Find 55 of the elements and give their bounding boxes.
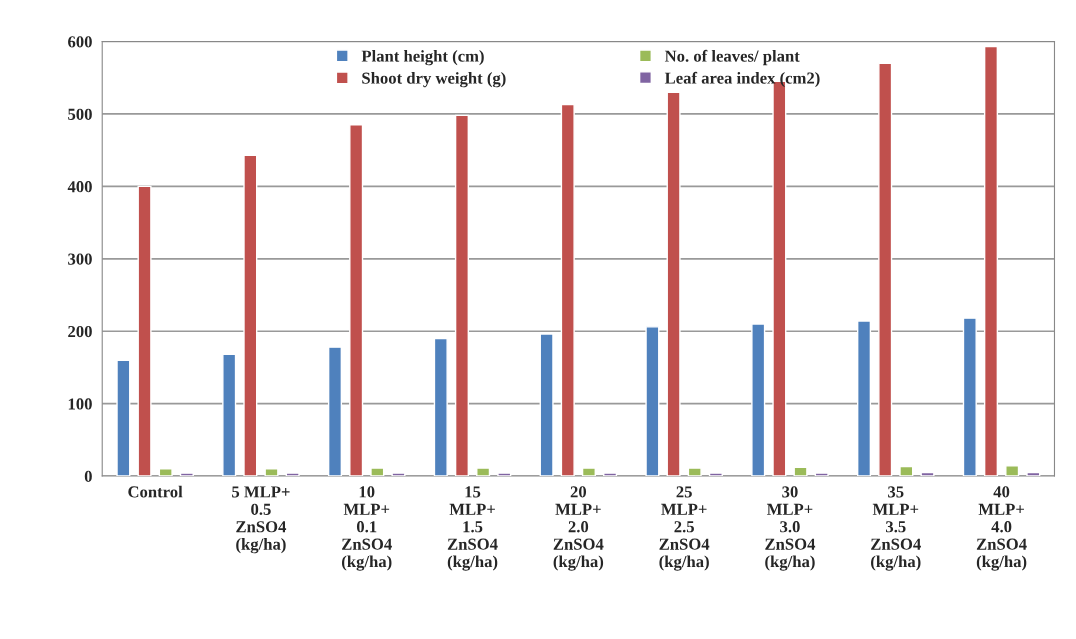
bar <box>983 45 999 477</box>
bar <box>1026 471 1041 477</box>
bar <box>179 472 194 477</box>
bar <box>920 471 935 477</box>
x-tick-label: Control <box>128 485 183 498</box>
legend-label: Shoot dry weight (g) <box>362 72 506 88</box>
y-tick-label: 0 <box>84 470 92 482</box>
bar <box>476 467 491 477</box>
bar <box>243 154 258 477</box>
bar <box>497 472 512 477</box>
x-tick-label: 30 MLP+ 3.0 ZnSO4 (kg/ha) <box>765 486 816 571</box>
bar <box>814 472 829 477</box>
bar <box>116 359 131 477</box>
bar <box>666 91 681 477</box>
bar <box>856 320 872 477</box>
bar <box>349 124 364 477</box>
bar <box>751 323 766 477</box>
legend-label: Plant height (cm) <box>361 50 484 66</box>
x-tick-label: 25 MLP+ 2.5 ZnSO4 (kg/ha) <box>659 486 710 571</box>
bar <box>560 103 575 477</box>
x-tick-label: 15 MLP+ 1.5 ZnSO4 (kg/ha) <box>447 486 498 571</box>
x-tick-label: 35 MLP+ 3.5 ZnSO4 (kg/ha) <box>871 486 921 571</box>
bar <box>137 185 152 477</box>
y-tick-label: 400 <box>67 181 92 193</box>
bar <box>433 337 448 477</box>
bar <box>370 467 385 477</box>
y-tick-label: 100 <box>68 398 92 410</box>
bar <box>264 468 279 477</box>
x-tick-label: 5 MLP+ 0.5 ZnSO4 (kg/ha) <box>232 486 290 554</box>
x-tick-label: 20 MLP+ 2.0 ZnSO4 (kg/ha) <box>553 486 604 571</box>
legend-label: No. of leaves/ plant <box>664 49 800 66</box>
y-tick-label: 300 <box>68 253 92 265</box>
bar <box>962 317 977 477</box>
bar <box>158 468 173 477</box>
bar <box>285 472 300 477</box>
y-tick-label: 600 <box>68 36 92 48</box>
bar <box>708 472 723 477</box>
bar <box>687 467 702 477</box>
bar <box>327 346 343 477</box>
bar <box>1005 465 1020 477</box>
legend-label: Leaf area index (cm2) <box>664 71 820 88</box>
x-tick-label: 40 MLP+ 4.0 ZnSO4 (kg/ha) <box>976 486 1027 571</box>
bar <box>391 472 406 477</box>
bar <box>899 465 914 477</box>
bar <box>603 472 618 477</box>
x-tick-label: 10 MLP+ 0.1 ZnSO4 (kg/ha) <box>342 486 392 571</box>
bar <box>645 326 660 477</box>
bar <box>793 466 808 477</box>
bar <box>454 114 470 477</box>
bar <box>878 62 893 477</box>
y-tick-label: 200 <box>68 325 92 338</box>
bar <box>222 353 237 477</box>
bar <box>539 333 554 477</box>
bar <box>581 467 596 477</box>
y-tick-label: 500 <box>68 108 92 120</box>
